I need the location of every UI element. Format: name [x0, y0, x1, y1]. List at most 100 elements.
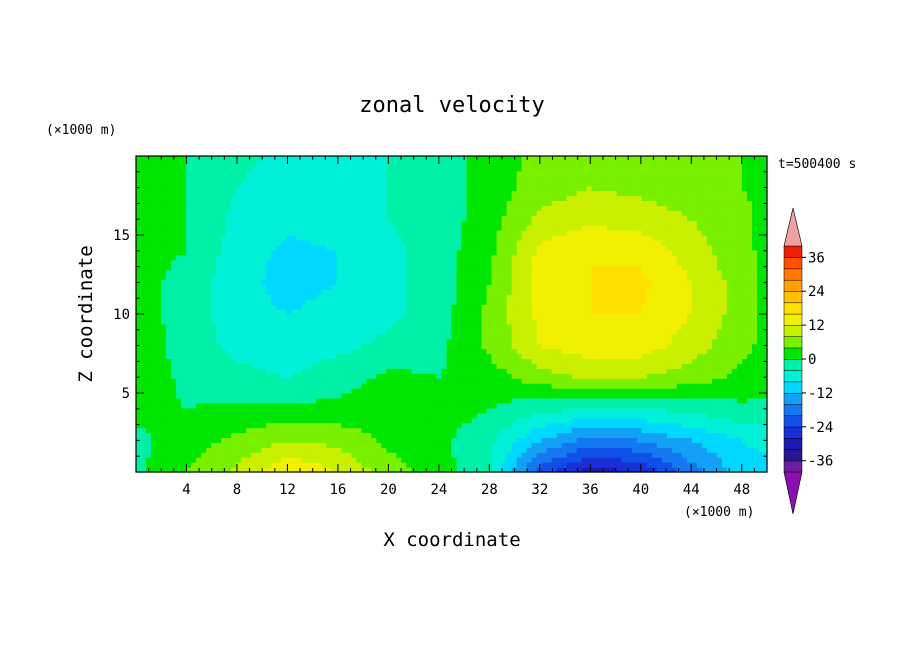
field-cell: [356, 417, 362, 424]
field-cell: [626, 338, 633, 345]
field-cell: [736, 363, 743, 369]
field-cell: [451, 279, 458, 285]
field-cell: [466, 407, 473, 414]
field-cell: [606, 314, 613, 320]
field-cell: [376, 314, 382, 320]
field-cell: [706, 462, 713, 468]
field-cell: [261, 412, 267, 419]
field-cell: [276, 462, 282, 468]
field-cell: [306, 393, 312, 399]
field-cell: [141, 373, 147, 379]
field-cell: [516, 462, 523, 468]
field-cell: [141, 289, 147, 295]
field-cell: [381, 388, 387, 394]
field-cell: [666, 279, 673, 285]
field-cell: [451, 304, 458, 310]
field-cell: [556, 373, 563, 379]
field-cell: [711, 373, 718, 379]
field-cell: [526, 299, 533, 305]
field-cell: [486, 309, 493, 315]
field-cell: [171, 343, 177, 350]
field-cell: [481, 323, 488, 330]
field-cell: [426, 363, 433, 369]
field-cell: [706, 447, 713, 453]
field-cell: [261, 358, 267, 364]
field-cell: [171, 388, 177, 394]
field-cell: [496, 467, 503, 473]
field-cell: [306, 427, 312, 434]
field-cell: [266, 318, 272, 325]
field-cell: [751, 388, 758, 394]
field-cell: [536, 333, 543, 340]
field-cell: [406, 378, 413, 384]
field-cell: [386, 309, 393, 315]
field-cell: [391, 417, 398, 424]
field-cell: [266, 353, 272, 360]
field-cell: [271, 333, 277, 340]
field-cell: [591, 323, 598, 330]
field-cell: [166, 333, 172, 340]
field-cell: [286, 437, 292, 443]
field-cell: [391, 274, 398, 281]
field-cell: [546, 462, 553, 468]
field-cell: [276, 457, 282, 463]
field-cell: [256, 353, 262, 360]
field-cell: [336, 333, 342, 340]
field-cell: [406, 284, 413, 290]
field-cell: [321, 318, 327, 325]
field-cell: [486, 407, 493, 414]
field-cell: [371, 417, 377, 424]
field-cell: [421, 304, 428, 310]
field-cell: [361, 333, 367, 340]
field-cell: [561, 452, 568, 458]
field-cell: [161, 279, 167, 285]
field-cell: [461, 289, 468, 295]
field-cell: [701, 383, 708, 389]
field-cell: [436, 402, 443, 409]
field-cell: [561, 397, 568, 404]
field-cell: [656, 378, 663, 384]
field-cell: [641, 467, 648, 473]
field-cell: [436, 328, 443, 335]
field-cell: [211, 373, 217, 379]
field-cell: [381, 348, 387, 355]
field-cell: [516, 314, 523, 320]
field-cell: [726, 383, 733, 389]
field-cell: [651, 432, 658, 439]
field-cell: [751, 333, 758, 340]
field-cell: [731, 328, 738, 335]
field-cell: [681, 279, 688, 285]
field-cell: [706, 299, 713, 305]
field-cell: [636, 442, 643, 448]
field-cell: [166, 467, 172, 473]
field-cell: [626, 343, 633, 350]
field-cell: [191, 279, 197, 285]
field-cell: [291, 388, 297, 394]
field-cell: [606, 358, 613, 364]
field-cell: [481, 358, 488, 364]
field-cell: [166, 397, 172, 404]
field-cell: [571, 397, 578, 404]
field-cell: [601, 462, 608, 468]
field-cell: [321, 388, 327, 394]
field-cell: [651, 338, 658, 345]
field-cell: [756, 309, 763, 315]
field-cell: [326, 437, 332, 443]
field-cell: [451, 318, 458, 325]
field-cell: [431, 373, 438, 379]
field-cell: [141, 299, 147, 305]
field-cell: [271, 368, 277, 374]
field-cell: [146, 383, 152, 389]
field-cell: [596, 397, 603, 404]
field-cell: [321, 314, 327, 320]
field-cell: [696, 318, 703, 325]
field-cell: [146, 388, 152, 394]
field-cell: [296, 289, 302, 295]
field-cell: [436, 368, 443, 374]
field-cell: [736, 397, 743, 404]
field-cell: [341, 402, 347, 409]
field-cell: [296, 378, 302, 384]
field-cell: [576, 422, 583, 429]
field-cell: [486, 304, 493, 310]
field-cell: [161, 417, 167, 424]
